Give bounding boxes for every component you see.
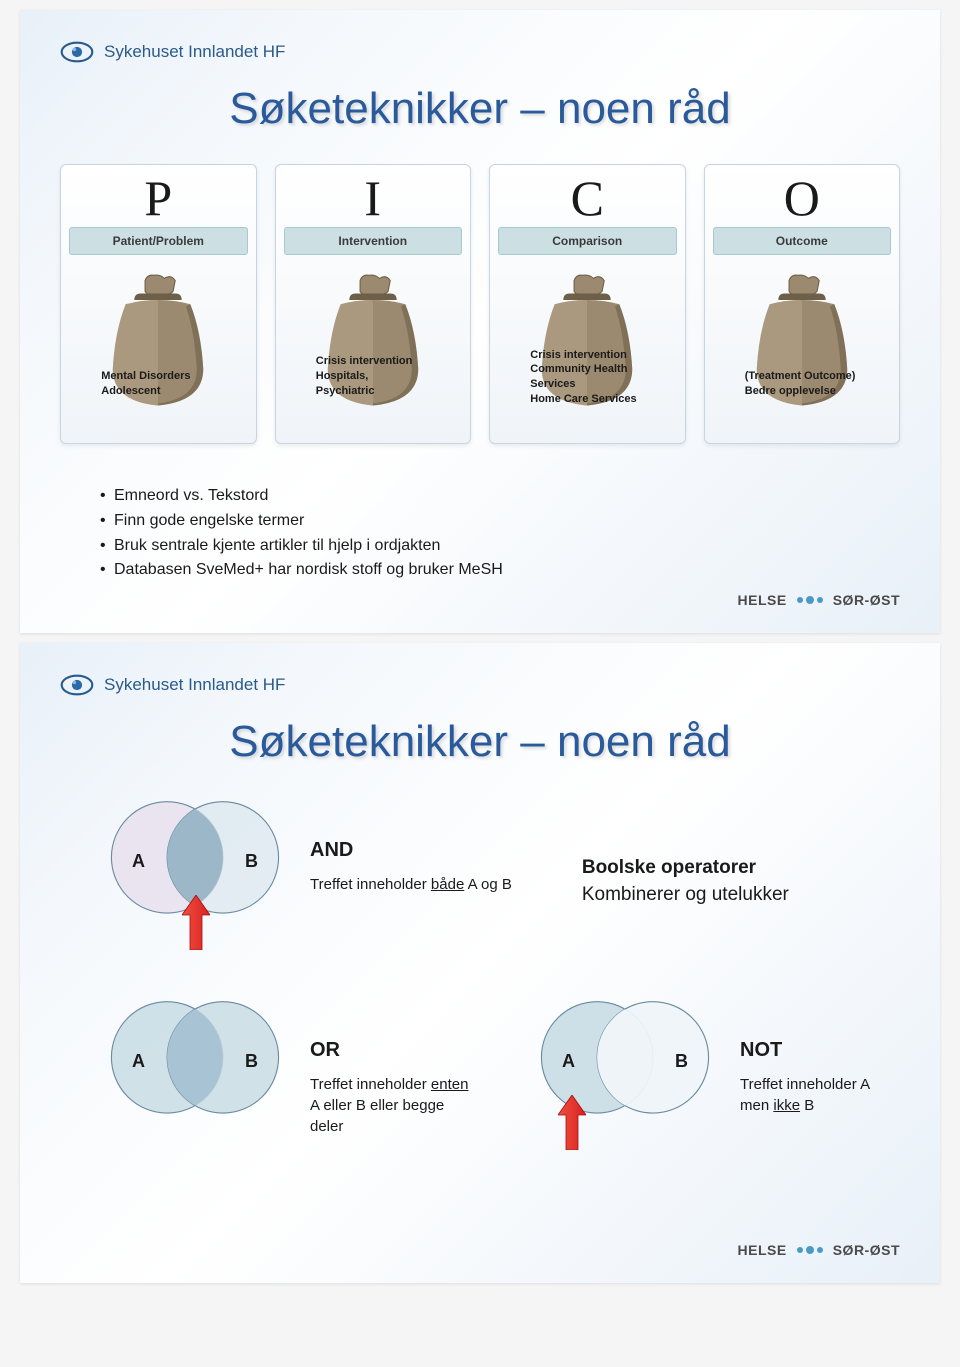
slide-2: Sykehuset Innlandet HF Søketeknikker – n… xyxy=(20,643,940,1283)
pico-letter: P xyxy=(69,173,248,223)
org-logo: Sykehuset Innlandet HF xyxy=(60,40,900,64)
op-and-label: AND xyxy=(310,839,512,862)
venn-and-group: A B AND Treffet inneholder både A og B xyxy=(100,797,512,927)
op-not-desc: Treffet inneholder A men ikke B xyxy=(740,1074,900,1116)
pico-card-i: I Intervention Crisis intervention Hospi… xyxy=(275,164,472,444)
bool-top-row: A B AND Treffet inneholder både A og B B… xyxy=(100,797,900,927)
footer-logo: HELSE SØR-ØST xyxy=(738,1242,900,1258)
venn-a: A xyxy=(132,1051,145,1072)
venn-not: A B xyxy=(530,997,720,1127)
op-or: OR Treffet inneholder enten A eller B el… xyxy=(310,1039,480,1137)
venn-b: B xyxy=(245,1051,258,1072)
venn-b: B xyxy=(675,1051,688,1072)
op-desc-post: A eller B eller begge deler xyxy=(310,1097,444,1135)
op-not-label: NOT xyxy=(740,1039,900,1062)
op-and: AND Treffet inneholder både A og B xyxy=(310,839,512,895)
pico-letter: I xyxy=(284,173,463,223)
pico-card-c: C Comparison Crisis intervention Communi… xyxy=(489,164,686,444)
footer-helse: HELSE xyxy=(738,592,787,608)
helse-dots-icon xyxy=(797,596,823,604)
op-desc-post: A og B xyxy=(464,876,512,893)
venn-b: B xyxy=(245,851,258,872)
bag-wrap: Crisis intervention Hospitals, Psychiatr… xyxy=(284,267,463,417)
bag-text: Crisis intervention Community Health Ser… xyxy=(522,348,652,407)
pico-label: Patient/Problem xyxy=(69,227,248,255)
bag-text: Crisis intervention Hospitals, Psychiatr… xyxy=(308,354,438,399)
org-name: Sykehuset Innlandet HF xyxy=(104,675,285,695)
pico-label: Intervention xyxy=(284,227,463,255)
footer-logo: HELSE SØR-ØST xyxy=(738,592,900,608)
op-or-label: OR xyxy=(310,1039,480,1062)
bag-wrap: (Treatment Outcome) Bedre opplevelse xyxy=(713,267,892,417)
op-desc-pre: Treffet inneholder xyxy=(310,876,431,893)
footer-sorost: SØR-ØST xyxy=(833,1242,900,1258)
bullet-item: Databasen SveMed+ har nordisk stoff og b… xyxy=(100,558,900,583)
venn-or: A B xyxy=(100,997,290,1127)
arrow-up-icon xyxy=(558,1095,586,1150)
slide1-title: Søketeknikker – noen råd xyxy=(60,84,900,134)
op-and-desc: Treffet inneholder både A og B xyxy=(310,874,512,895)
pico-label: Comparison xyxy=(498,227,677,255)
bag-text: (Treatment Outcome) Bedre opplevelse xyxy=(737,369,867,399)
pico-letter: O xyxy=(713,173,892,223)
pico-label: Outcome xyxy=(713,227,892,255)
pico-card-o: O Outcome (Treatment Outcome) Bedre oppl… xyxy=(704,164,901,444)
pico-letter: C xyxy=(498,173,677,223)
op-not: NOT Treffet inneholder A men ikke B xyxy=(740,1039,900,1116)
venn-a: A xyxy=(562,1051,575,1072)
bool-heading-rest: Kombinerer og utelukker xyxy=(582,881,789,909)
op-or-desc: Treffet inneholder enten A eller B eller… xyxy=(310,1074,480,1137)
op-desc-pre: Treffet inneholder xyxy=(310,1076,431,1093)
org-name: Sykehuset Innlandet HF xyxy=(104,42,285,62)
venn-and: A B xyxy=(100,797,290,927)
bag-wrap: Mental Disorders Adolescent xyxy=(69,267,248,417)
slide-1: Sykehuset Innlandet HF Søketeknikker – n… xyxy=(20,10,940,633)
venn-or-group: A B OR Treffet inneholder enten A eller … xyxy=(100,997,480,1137)
org-logo: Sykehuset Innlandet HF xyxy=(60,673,900,697)
op-desc-u: ikke xyxy=(773,1097,800,1114)
venn-a: A xyxy=(132,851,145,872)
footer-helse: HELSE xyxy=(738,1242,787,1258)
bag-text: Mental Disorders Adolescent xyxy=(93,369,223,399)
bool-heading: Boolske operatorer Kombinerer og utelukk… xyxy=(582,854,789,909)
op-desc-u: enten xyxy=(431,1076,469,1093)
helse-dots-icon xyxy=(797,1246,823,1254)
pico-row: P Patient/Problem Mental Disorders Adole… xyxy=(60,164,900,444)
venn-not-group: A B NOT Treffet inneholder A men ikke B xyxy=(530,997,900,1127)
bool-heading-bold: Boolske operatorer xyxy=(582,854,789,882)
bool-bottom-row: A B OR Treffet inneholder enten A eller … xyxy=(100,997,900,1137)
bullet-item: Finn gode engelske termer xyxy=(100,509,900,534)
logo-icon xyxy=(60,673,94,697)
op-desc-post: B xyxy=(800,1097,814,1114)
bag-wrap: Crisis intervention Community Health Ser… xyxy=(498,267,677,417)
op-desc-u: både xyxy=(431,876,464,893)
bullet-item: Bruk sentrale kjente artikler til hjelp … xyxy=(100,534,900,559)
logo-icon xyxy=(60,40,94,64)
bullet-item: Emneord vs. Tekstord xyxy=(100,484,900,509)
footer-sorost: SØR-ØST xyxy=(833,592,900,608)
slide2-title: Søketeknikker – noen råd xyxy=(60,717,900,767)
bullet-list: Emneord vs. Tekstord Finn gode engelske … xyxy=(100,484,900,583)
pico-card-p: P Patient/Problem Mental Disorders Adole… xyxy=(60,164,257,444)
arrow-up-icon xyxy=(182,895,210,950)
